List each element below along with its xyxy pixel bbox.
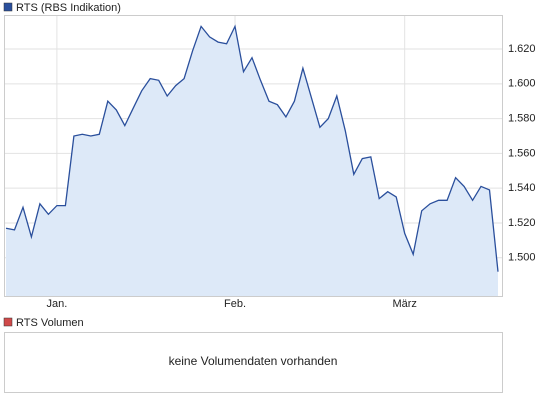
y-tick-label: 1.500 [508,252,536,264]
legend-label: RTS Volumen [16,317,84,329]
y-tick-label: 1.620 [508,43,536,55]
area [6,26,498,297]
x-tick-label: März [392,298,416,310]
y-tick-label: 1.560 [508,147,536,159]
y-tick-label: 1.580 [508,113,536,125]
x-tick-label: Feb. [224,298,246,310]
volume-frame [4,332,503,393]
line [5,24,499,272]
y-tick-label: 1.520 [508,217,536,229]
legend-label: RTS (RBS Indikation) [16,2,121,14]
y-tick-label: 1.600 [508,78,536,90]
x-tick-label: Jan. [46,298,67,310]
legend-swatch [3,2,13,12]
legend-swatch [3,317,13,327]
no-data-message: keine Volumendaten vorhanden [169,354,338,368]
y-tick-label: 1.540 [508,182,536,194]
